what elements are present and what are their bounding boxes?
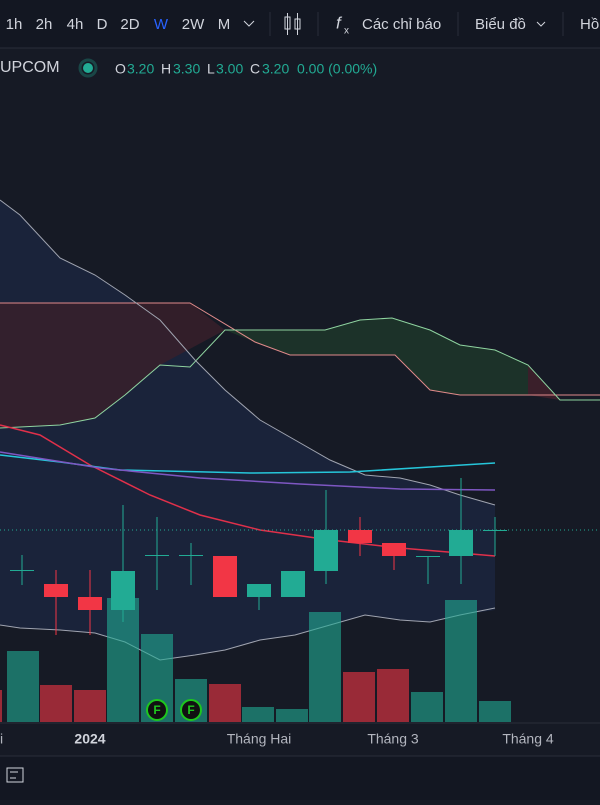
senkou-b [0, 302, 600, 396]
chevron [243, 20, 255, 27]
ma-red [0, 424, 496, 557]
volume-bar [0, 690, 2, 722]
volume-bar [7, 651, 39, 722]
candle-body [449, 530, 473, 556]
status-dot [83, 63, 93, 73]
candle-body [111, 571, 135, 610]
bottom-bar [0, 756, 600, 800]
candle-body [213, 556, 237, 597]
fx-icon: f [336, 13, 343, 32]
volume-bar [276, 709, 308, 722]
candle-body [281, 571, 305, 597]
volume-bar [377, 669, 409, 722]
fx-icon: x [344, 26, 349, 37]
ohlc: O 3.20 H 3.30 L 3.00 C 3.20 0.00 (0.00%) [115, 61, 377, 77]
replay-icon[interactable] [6, 767, 24, 783]
candle-body [145, 555, 169, 556]
h-value: 3.30 [173, 61, 200, 77]
x-label: Tháng Hai [227, 731, 292, 747]
marker[interactable] [146, 699, 168, 721]
cloud-green [225, 318, 528, 395]
x-axis: i 2024 Tháng Hai Tháng 3 Tháng 4 [0, 731, 554, 747]
l-label: L [207, 61, 215, 77]
candle-body [44, 584, 68, 597]
candle-icon [284, 13, 301, 35]
candle-body [179, 555, 203, 556]
candles [10, 478, 507, 635]
candle-body [314, 530, 338, 571]
candle-body [247, 584, 271, 597]
c-value: 3.20 [262, 61, 289, 77]
volume-bar [74, 690, 106, 722]
upper-band [0, 199, 496, 506]
volume-bar [40, 685, 72, 722]
candle-body [348, 530, 372, 543]
volume-bar [479, 701, 511, 722]
ma-purple [0, 451, 496, 491]
volume-bar [309, 612, 341, 722]
x-label: 2024 [74, 731, 105, 747]
marker-label: F [153, 703, 160, 717]
status-ring [78, 58, 98, 78]
interval[interactable]: 4h [67, 16, 84, 33]
chevron [536, 21, 546, 27]
o-value: 3.20 [127, 61, 154, 77]
lower-band [0, 607, 496, 661]
intervals: 1h 2h 4h D 2D W 2W M [6, 16, 231, 33]
x-label: i [0, 731, 3, 747]
extra-menu[interactable]: Hồ [580, 16, 599, 33]
candle-body [483, 530, 507, 531]
exchange: UPCOM [0, 59, 60, 76]
interval[interactable]: W [154, 16, 169, 33]
volume-bar [209, 684, 241, 722]
volume-bar [343, 672, 375, 722]
volume-bar [411, 692, 443, 722]
interval[interactable]: D [97, 16, 108, 33]
candle-body [10, 570, 34, 571]
o-label: O [115, 61, 126, 77]
senkou-a [0, 317, 600, 429]
volume-bar [445, 600, 477, 722]
candle-body [382, 543, 406, 556]
l-value: 3.00 [216, 61, 243, 77]
x-label: Tháng 3 [367, 731, 419, 747]
candle-body [416, 556, 440, 557]
x-label: Tháng 4 [502, 731, 554, 747]
interval[interactable]: M [218, 16, 231, 33]
markers: F F [146, 699, 202, 721]
interval[interactable]: 2D [120, 16, 139, 33]
volume-bar [242, 707, 274, 722]
cloud-red [0, 303, 225, 428]
marker[interactable] [180, 699, 202, 721]
interval[interactable]: 2h [36, 16, 53, 33]
indicators[interactable]: Các chỉ báo [362, 16, 441, 33]
candle-body [78, 597, 102, 610]
marker-label: F [187, 703, 194, 717]
interval[interactable]: 1h [6, 16, 23, 33]
interval[interactable]: 2W [182, 16, 205, 33]
c-label: C [250, 61, 260, 77]
change: 0.00 (0.00%) [297, 61, 377, 77]
h-label: H [161, 61, 171, 77]
chart-menu[interactable]: Biểu đồ [475, 16, 526, 33]
